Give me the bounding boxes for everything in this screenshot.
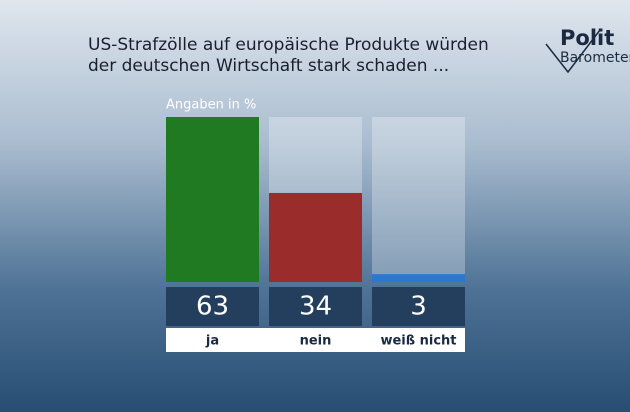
value-box	[166, 287, 259, 326]
value-box	[372, 287, 465, 326]
x-tick-label: nein	[300, 334, 332, 349]
value-label: 34	[299, 292, 332, 322]
x-tick-label: ja	[205, 334, 219, 349]
bar	[269, 192, 362, 282]
column-background	[372, 117, 465, 282]
value-box	[269, 287, 362, 326]
logo-mark	[545, 29, 601, 74]
value-label: 3	[410, 292, 427, 322]
bar	[372, 274, 465, 282]
category-box	[367, 328, 465, 352]
bar	[166, 117, 259, 282]
logo-text: Barometer	[560, 50, 630, 66]
chart-title: der deutschen Wirtschaft stark schaden .…	[88, 56, 449, 76]
value-label: 63	[196, 292, 229, 322]
category-box	[264, 328, 367, 352]
x-tick-label: weiß nicht	[380, 334, 456, 349]
category-box	[166, 328, 264, 352]
subtitle: Angaben in %	[166, 98, 256, 113]
chart-title: US-Strafzölle auf europäische Produkte w…	[88, 35, 489, 55]
logo-text: Polit	[560, 26, 614, 50]
